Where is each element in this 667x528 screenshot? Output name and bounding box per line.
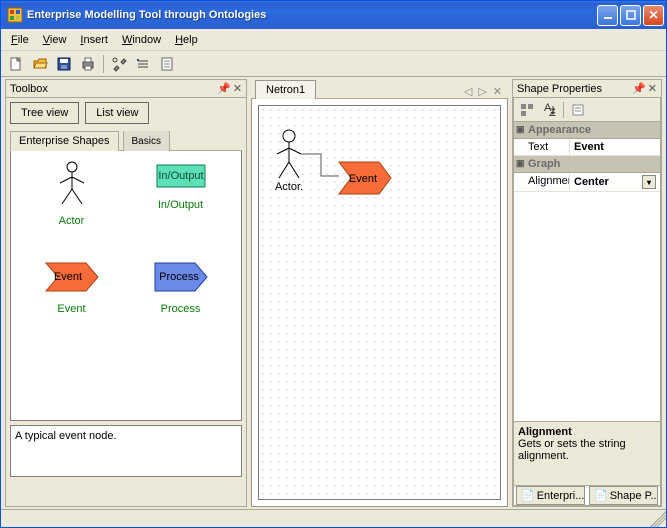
tools-icon[interactable] (108, 53, 130, 75)
menu-window[interactable]: Window (116, 32, 167, 48)
panel-close-icon[interactable]: ✕ (648, 82, 657, 95)
menu-view[interactable]: View (37, 32, 73, 48)
shape-io[interactable]: In/Output In/Output (128, 159, 233, 249)
prop-value-text[interactable]: Event (570, 139, 660, 155)
shape-process[interactable]: Process Process (128, 257, 233, 347)
print-icon[interactable] (77, 53, 99, 75)
categorized-icon[interactable] (517, 100, 537, 120)
category-appearance[interactable]: Appearance (514, 122, 660, 139)
tab-enterprise-shapes[interactable]: Enterprise Shapes (10, 131, 119, 151)
tab-prev-icon[interactable]: ◁ (464, 85, 472, 98)
property-description: Alignment Gets or sets the string alignm… (514, 421, 660, 485)
document-area: Netron1 ◁ ▷ ✕ (251, 79, 508, 507)
app-window: Enterprise Modelling Tool through Ontolo… (0, 0, 667, 528)
svg-text:Process: Process (159, 271, 199, 283)
svg-text:Event: Event (53, 271, 81, 283)
tab-basics[interactable]: Basics (123, 131, 170, 151)
document-tab[interactable]: Netron1 (255, 80, 316, 99)
canvas-connector[interactable] (301, 154, 339, 176)
property-row[interactable]: Text Event (514, 139, 660, 156)
property-pages-icon[interactable] (568, 100, 588, 120)
panel-close-icon[interactable]: ✕ (233, 82, 242, 95)
tree-view-button[interactable]: Tree view (10, 102, 79, 124)
property-row[interactable]: Alignment Center▾ (514, 173, 660, 192)
toolbox-title: Toolbox (10, 83, 217, 95)
shape-label: Event (57, 303, 85, 315)
alphabetical-icon[interactable]: AZ (539, 100, 559, 120)
canvas-actor-node[interactable]: Actor. (275, 130, 303, 193)
shape-label: Actor (59, 215, 85, 227)
svg-text:In/Output: In/Output (158, 170, 203, 182)
dropdown-icon[interactable]: ▾ (642, 175, 656, 189)
toolbox-panel: Toolbox 📌✕ Tree view List view Enterpris… (5, 79, 247, 507)
shape-palette: Actor In/Output In/Output Event Event Pr… (10, 151, 242, 421)
menubar: File View Insert Window Help (1, 29, 666, 51)
canvas-event-node[interactable]: Event (339, 162, 391, 194)
prop-name-text: Text (514, 139, 570, 155)
window-title: Enterprise Modelling Tool through Ontolo… (27, 9, 597, 21)
shape-label: Process (161, 303, 201, 315)
open-icon[interactable] (29, 53, 51, 75)
svg-text:Actor.: Actor. (275, 181, 303, 193)
list-view-button[interactable]: List view (85, 102, 149, 124)
pin-icon[interactable]: 📌 (217, 82, 231, 95)
titlebar[interactable]: Enterprise Modelling Tool through Ontolo… (1, 1, 666, 29)
shape-event[interactable]: Event Event (19, 257, 124, 347)
bottom-tab-enterprise[interactable]: 📄Enterpri... (516, 486, 585, 505)
shape-label: In/Output (158, 199, 203, 211)
pin-icon[interactable]: 📌 (632, 82, 646, 95)
menu-insert[interactable]: Insert (74, 32, 114, 48)
menu-help[interactable]: Help (169, 32, 204, 48)
properties-title: Shape Properties (517, 83, 632, 95)
maximize-button[interactable] (620, 5, 641, 26)
app-icon (7, 7, 23, 23)
layout-icon[interactable] (132, 53, 154, 75)
bottom-tab-shape-properties[interactable]: 📄Shape P... (589, 486, 658, 505)
new-icon[interactable] (5, 53, 27, 75)
svg-text:Event: Event (349, 173, 377, 185)
save-icon[interactable] (53, 53, 75, 75)
properties-panel: Shape Properties 📌✕ AZ Appearance Text (512, 79, 662, 507)
resize-grip-icon[interactable] (650, 511, 666, 527)
tab-next-icon[interactable]: ▷ (478, 85, 486, 98)
prop-value-alignment[interactable]: Center▾ (570, 173, 660, 191)
tab-close-icon[interactable]: ✕ (493, 85, 502, 98)
statusbar (1, 509, 666, 527)
menu-file[interactable]: File (5, 32, 35, 48)
shape-actor[interactable]: Actor (19, 159, 124, 249)
close-button[interactable]: ✕ (643, 5, 664, 26)
diagram-canvas[interactable]: Actor. Event (258, 105, 501, 500)
main-toolbar (1, 51, 666, 77)
minimize-button[interactable] (597, 5, 618, 26)
properties-icon[interactable] (156, 53, 178, 75)
category-graph[interactable]: Graph (514, 156, 660, 173)
prop-name-alignment: Alignment (514, 173, 570, 191)
shape-description: A typical event node. (10, 425, 242, 477)
